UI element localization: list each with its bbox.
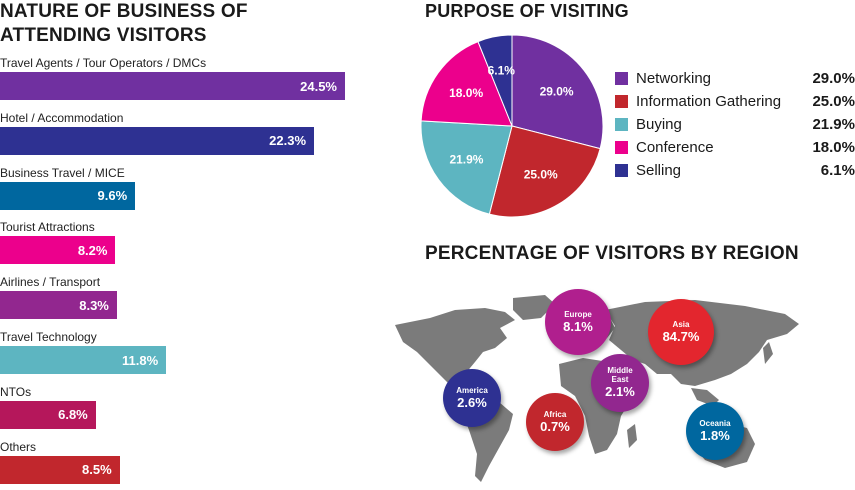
bar-others: 8.5% bbox=[0, 455, 120, 484]
legend-value: 18.0% bbox=[812, 139, 855, 156]
bar-value-label: 22.3% bbox=[269, 133, 307, 149]
pie-slice-information-gathering bbox=[488, 125, 601, 218]
japan-shape bbox=[763, 342, 773, 364]
region-value-label: 84.7% bbox=[662, 328, 700, 344]
legend-value: 25.0% bbox=[812, 93, 855, 110]
bar-value-label: 11.8% bbox=[122, 352, 159, 368]
business-chart-title: NATURE OF BUSINESS OF ATTENDING VISITORS bbox=[0, 0, 260, 48]
bar-value-label: 8.2% bbox=[77, 242, 108, 258]
legend-label: Buying bbox=[636, 116, 682, 133]
pie-slice-label: 25.0% bbox=[524, 168, 558, 182]
region-name-label: Europe bbox=[564, 309, 592, 319]
bar-value-label: 6.8% bbox=[58, 407, 88, 423]
region-value-label: 0.7% bbox=[540, 418, 570, 434]
region-value-label: 1.8% bbox=[700, 427, 730, 443]
legend-value: 6.1% bbox=[820, 162, 855, 179]
region-chart-title: PERCENTAGE OF VISITORS BY REGION bbox=[425, 243, 799, 264]
pie-slice-label: 6.1% bbox=[488, 64, 516, 78]
legend-swatch bbox=[615, 72, 628, 85]
pie-slice-selling bbox=[477, 34, 513, 127]
pie-slice-conference bbox=[420, 40, 513, 127]
bar-travel-technology: 11.8% bbox=[0, 346, 167, 374]
bar-category-label: Travel Agents / Tour Operators / DMCs bbox=[0, 56, 207, 70]
region-bubble-europe: Europe 8.1% bbox=[545, 289, 611, 355]
region-bubble-asia: Asia 84.7% bbox=[648, 299, 714, 365]
bar-business-travel-mice: 9.6% bbox=[0, 181, 136, 210]
business-title-line-2: ATTENDING VISITORS bbox=[0, 25, 207, 46]
legend-label: Selling bbox=[636, 162, 682, 179]
bar-row-travel-technology: Travel Technology 11.8% bbox=[0, 330, 380, 380]
purpose-legend: Networking 29.0% Information Gathering 25.0… bbox=[615, 70, 855, 185]
legend-label: Networking bbox=[636, 70, 712, 87]
bar-category-label: Tourist Attractions bbox=[0, 220, 95, 235]
southeast-asia-shape bbox=[691, 388, 719, 406]
legend-item-buying: Buying 21.9% bbox=[615, 116, 855, 139]
pie-slice-label: 21.9% bbox=[449, 152, 483, 166]
bar-row-travel-agents-tour-operators-dmcs: Travel Agents / Tour Operators / DMCs 24.… bbox=[0, 56, 380, 106]
legend-item-conference: Conference 18.0% bbox=[615, 139, 855, 162]
bar-category-label: Others bbox=[0, 439, 37, 454]
legend-item-information-gathering: Information Gathering 25.0% bbox=[615, 93, 855, 116]
region-value-label: 2.1% bbox=[605, 384, 635, 399]
region-bubble-middle-east: Middle East 2.1% bbox=[591, 354, 649, 412]
legend-swatch bbox=[615, 95, 628, 108]
region-bubble-africa: Africa 0.7% bbox=[526, 393, 584, 451]
pie-slice-buying bbox=[420, 120, 513, 215]
bar-row-airlines-transport: Airlines / Transport 8.3% bbox=[0, 275, 380, 325]
region-name-label: Middle bbox=[607, 366, 633, 375]
purpose-pie-chart: 29.0% 25.0% 21.9% 18.0% 6.1% bbox=[420, 34, 604, 218]
bar-category-label: NTOs bbox=[0, 384, 32, 399]
bar-value-label: 24.5% bbox=[300, 78, 337, 94]
region-value-label: 8.1% bbox=[563, 318, 593, 334]
bar-category-label: Airlines / Transport bbox=[0, 275, 101, 290]
region-bubble-oceania: Oceania 1.8% bbox=[686, 402, 744, 460]
legend-label: Information Gathering bbox=[636, 93, 782, 110]
bar-hotel-accommodation: 22.3% bbox=[0, 126, 315, 155]
legend-label: Conference bbox=[636, 139, 714, 156]
region-name-label: Africa bbox=[543, 409, 567, 419]
pie-slice-label: 18.0% bbox=[449, 86, 483, 100]
purpose-chart-title: PURPOSE OF VISITING bbox=[425, 1, 629, 21]
legend-swatch bbox=[615, 118, 628, 131]
bar-tourist-attractions: 8.2% bbox=[0, 236, 116, 265]
bar-travel-agents-tour-operators-dmcs: 24.5% bbox=[0, 72, 345, 100]
bar-airlines-transport: 8.3% bbox=[0, 291, 117, 320]
legend-item-selling: Selling 6.1% bbox=[615, 162, 855, 185]
bar-category-label: Travel Technology bbox=[0, 330, 97, 344]
region-bubble-america: America 2.6% bbox=[443, 369, 501, 427]
bar-row-tourist-attractions: Tourist Attractions 8.2% bbox=[0, 220, 380, 270]
legend-value: 21.9% bbox=[812, 116, 855, 133]
bar-value-label: 8.5% bbox=[82, 462, 112, 478]
legend-item-networking: Networking 29.0% bbox=[615, 70, 855, 93]
legend-swatch bbox=[615, 141, 628, 154]
greenland-shape bbox=[513, 295, 555, 320]
bar-ntos: 6.8% bbox=[0, 400, 96, 429]
bar-row-business-travel-mice: Business Travel / MICE 9.6% bbox=[0, 166, 380, 216]
bar-row-hotel-accommodation: Hotel / Accommodation 22.3% bbox=[0, 111, 380, 161]
bar-value-label: 9.6% bbox=[97, 188, 128, 204]
legend-swatch bbox=[615, 164, 628, 177]
region-name-label: East bbox=[611, 375, 629, 384]
region-value-label: 2.6% bbox=[457, 394, 487, 410]
madagascar-shape bbox=[627, 424, 637, 448]
bar-category-label: Business Travel / MICE bbox=[0, 165, 125, 180]
business-title-line-1: NATURE OF BUSINESS OF bbox=[0, 1, 248, 22]
bar-category-label: Hotel / Accommodation bbox=[0, 110, 124, 125]
bar-row-others: Others 8.5% bbox=[0, 440, 380, 490]
region-name-label: America bbox=[456, 385, 488, 395]
bar-row-ntos: NTOs 6.8% bbox=[0, 385, 380, 435]
bar-value-label: 8.3% bbox=[79, 297, 109, 313]
north-america-shape bbox=[395, 308, 515, 392]
legend-value: 29.0% bbox=[812, 70, 855, 87]
region-name-label: Oceania bbox=[699, 418, 731, 428]
pie-slice-networking bbox=[511, 34, 604, 150]
region-name-label: Asia bbox=[672, 319, 690, 329]
pie-slice-label: 29.0% bbox=[540, 84, 574, 98]
